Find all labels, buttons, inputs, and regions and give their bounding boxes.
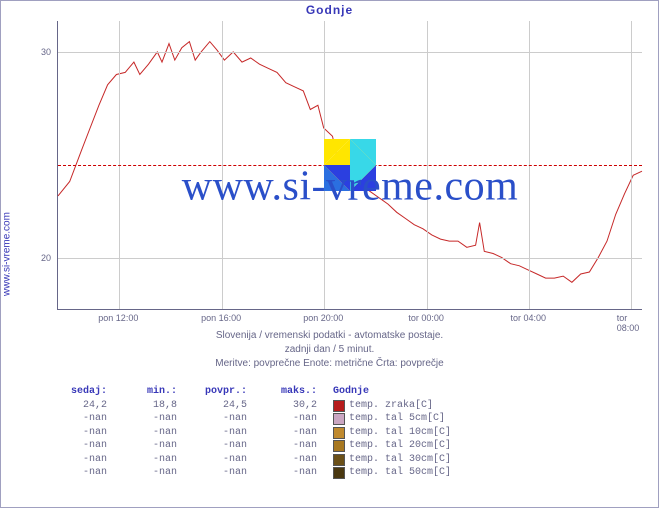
x-tick-label: tor 00:00 [408, 309, 444, 323]
legend-col-povpr: povpr.: [185, 385, 255, 399]
legend-val-min: -nan [115, 453, 185, 467]
legend-swatch-icon [333, 413, 345, 425]
legend-row: 24,218,824,530,2 temp. zraka[C] [41, 399, 451, 413]
subtitle-line: Meritve: povprečne Enote: metrične Črta:… [1, 357, 658, 371]
legend-swatch-icon [333, 467, 345, 479]
x-tick-label: tor 08:00 [617, 309, 645, 333]
legend-val-min: -nan [115, 426, 185, 440]
legend-swatch-icon [333, 440, 345, 452]
legend-row: -nan-nan-nan-nantemp. tal 10cm[C] [41, 426, 451, 440]
legend-val-sedaj: -nan [41, 439, 115, 453]
site-label-vertical: www.si-vreme.com [2, 212, 13, 296]
legend-row: -nan-nan-nan-nantemp. tal 50cm[C] [41, 466, 451, 480]
x-tick-label: pon 20:00 [303, 309, 343, 323]
y-tick-label: 30 [41, 47, 57, 57]
legend-val-min: 18,8 [115, 399, 185, 413]
plot-area: www.si-vreme.com [57, 21, 642, 310]
legend-swatch-icon [333, 400, 345, 412]
legend-swatch-icon [333, 454, 345, 466]
legend-table: sedaj:min.:povpr.:maks.:Godnje24,218,824… [41, 385, 451, 480]
legend-label: temp. tal 10cm[C] [349, 426, 451, 440]
x-tick-label: pon 12:00 [98, 309, 138, 323]
legend-label: temp. tal 20cm[C] [349, 439, 451, 453]
legend-val-sedaj: -nan [41, 466, 115, 480]
legend-val-povpr: -nan [185, 426, 255, 440]
legend-label: temp. zraka[C] [349, 399, 433, 413]
legend-label: temp. tal 30cm[C] [349, 453, 451, 467]
outer-frame: www.si-vreme.com Godnje www.si-vreme.com… [0, 0, 659, 508]
legend-val-povpr: 24,5 [185, 399, 255, 413]
legend-row: -nan-nan-nan-nantemp. tal 20cm[C] [41, 439, 451, 453]
legend-row: -nan-nan-nan-nantemp. tal 30cm[C] [41, 453, 451, 467]
legend-header: sedaj:min.:povpr.:maks.: Godnje [41, 385, 451, 399]
legend-val-maks: 30,2 [255, 399, 325, 413]
legend-val-maks: -nan [255, 412, 325, 426]
legend-val-povpr: -nan [185, 453, 255, 467]
x-tick-label: tor 04:00 [511, 309, 547, 323]
legend-label: temp. tal 50cm[C] [349, 466, 451, 480]
grid-horizontal [58, 52, 642, 53]
legend-col-maks: maks.: [255, 385, 325, 399]
legend-val-min: -nan [115, 466, 185, 480]
legend-val-sedaj: -nan [41, 412, 115, 426]
legend-val-min: -nan [115, 439, 185, 453]
x-tick-label: pon 16:00 [201, 309, 241, 323]
legend-val-povpr: -nan [185, 439, 255, 453]
legend-val-min: -nan [115, 412, 185, 426]
chart-subtitle: Slovenija / vremenski podatki - avtomats… [1, 329, 658, 371]
legend-val-maks: -nan [255, 466, 325, 480]
legend-col-station: Godnje [333, 385, 369, 399]
legend-val-maks: -nan [255, 426, 325, 440]
legend-val-sedaj: -nan [41, 426, 115, 440]
watermark-logo-icon [324, 139, 376, 191]
legend-val-maks: -nan [255, 439, 325, 453]
legend-val-maks: -nan [255, 453, 325, 467]
grid-horizontal [58, 258, 642, 259]
legend-val-povpr: -nan [185, 466, 255, 480]
legend-label: temp. tal 5cm[C] [349, 412, 445, 426]
legend-row: -nan-nan-nan-nantemp. tal 5cm[C] [41, 412, 451, 426]
legend-swatch-icon [333, 427, 345, 439]
legend-val-sedaj: 24,2 [41, 399, 115, 413]
subtitle-line: zadnji dan / 5 minut. [1, 343, 658, 357]
legend-val-sedaj: -nan [41, 453, 115, 467]
legend-col-min: min.: [115, 385, 185, 399]
legend-col-sedaj: sedaj: [41, 385, 115, 399]
legend-val-povpr: -nan [185, 412, 255, 426]
y-tick-label: 20 [41, 253, 57, 263]
subtitle-line: Slovenija / vremenski podatki - avtomats… [1, 329, 658, 343]
chart-title: Godnje [1, 3, 658, 17]
